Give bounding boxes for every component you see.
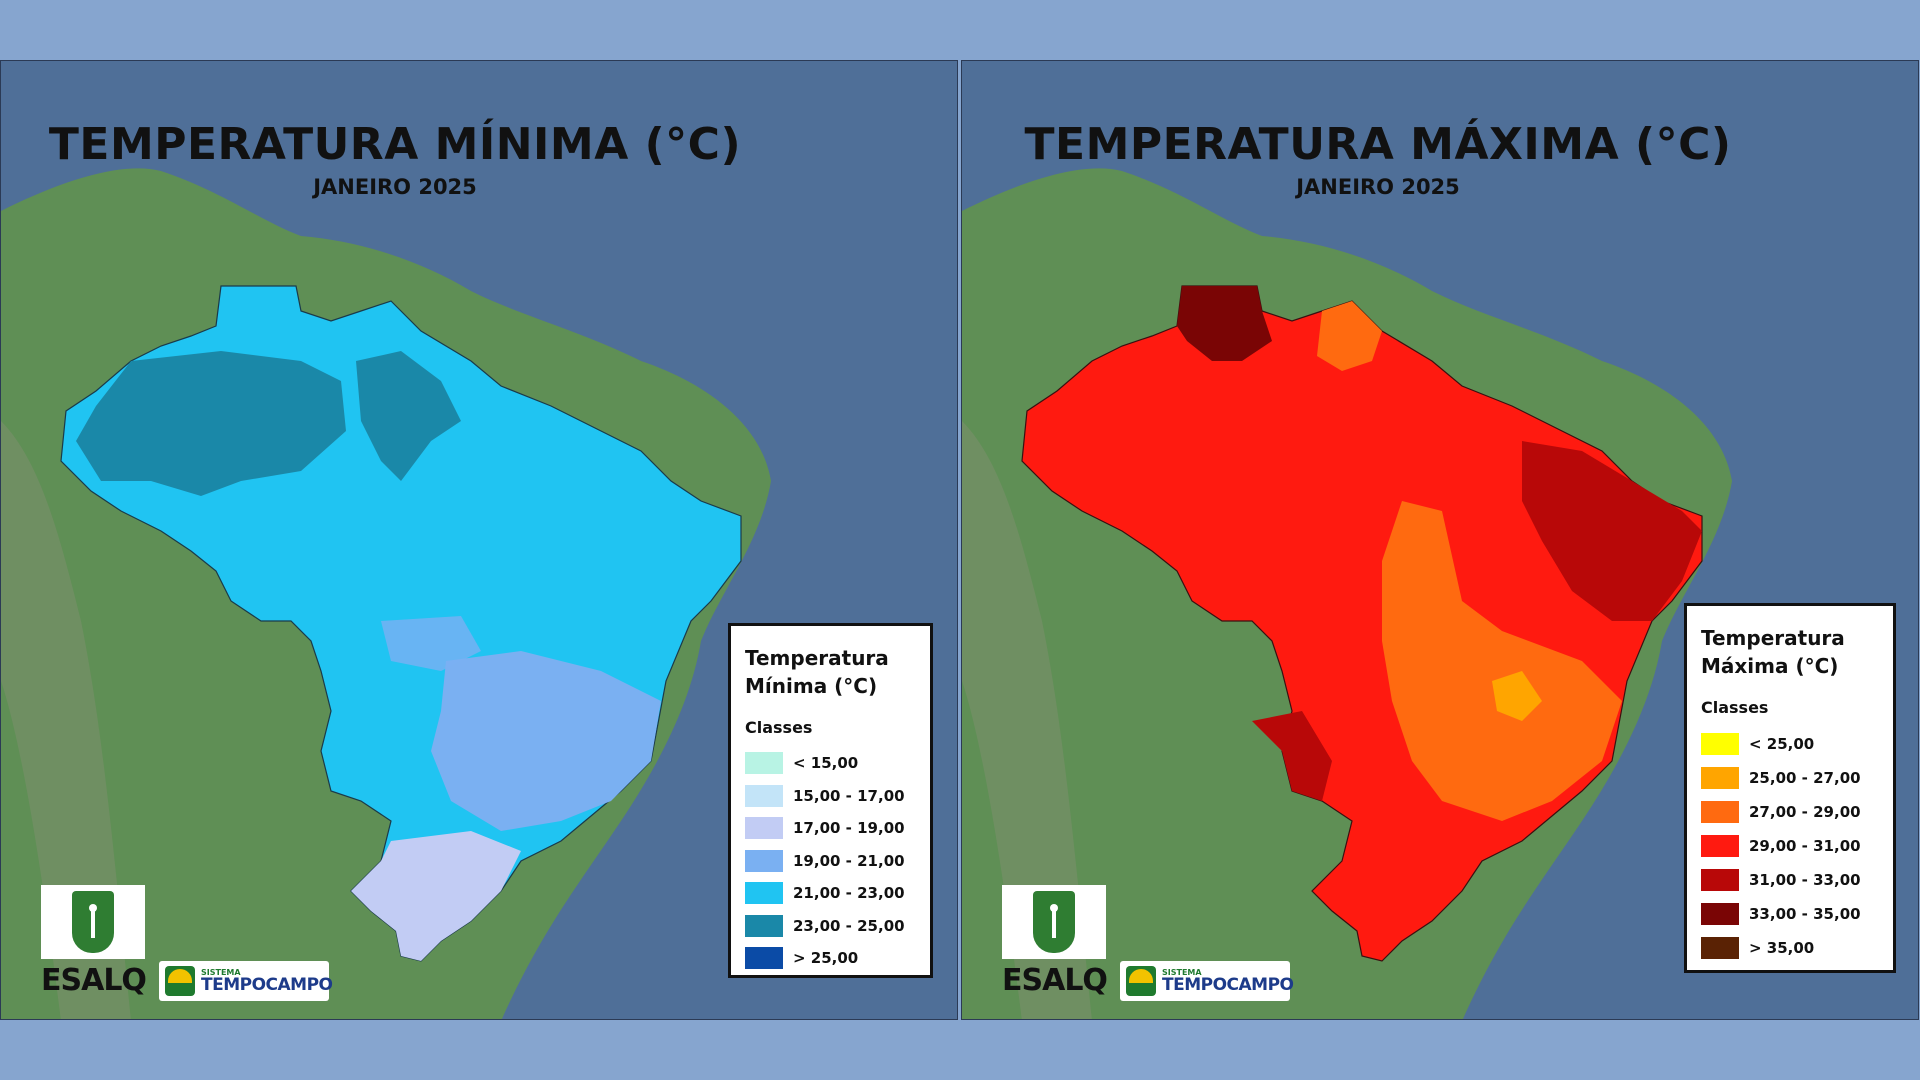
legend-title-line2: Mínima (°C) bbox=[745, 674, 878, 698]
legend-row: > 25,00 bbox=[745, 942, 916, 975]
tempo-big-text: TEMPOCAMPO bbox=[201, 974, 333, 995]
legend-row: 33,00 - 35,00 bbox=[1701, 897, 1879, 931]
min-temp-map bbox=[1, 61, 957, 1019]
map-legend: Temperatura Mínima (°C) Classes < 15,00 1… bbox=[728, 623, 933, 978]
map-title: TEMPERATURA MÁXIMA (°C) bbox=[1024, 119, 1732, 170]
max-zone-27-29-center bbox=[1382, 501, 1622, 821]
tempocampo-logo: SISTEMA TEMPOCAMPO bbox=[1120, 961, 1294, 1001]
legend-title-line1: Temperatura bbox=[745, 646, 889, 670]
legend-classes-label: Classes bbox=[1701, 698, 1769, 717]
legend-row: 15,00 - 17,00 bbox=[745, 780, 916, 813]
min-temp-map-panel: TEMPERATURA MÍNIMA (°C) JANEIRO 2025 Tem… bbox=[0, 60, 958, 1020]
max-zone-25-27-spot bbox=[1492, 671, 1542, 721]
esalq-text: ESALQ bbox=[41, 963, 147, 998]
legend-items: < 25,00 25,00 - 27,00 27,00 - 29,00 29,00 -… bbox=[1701, 727, 1879, 965]
esalq-text: ESALQ bbox=[1002, 963, 1108, 998]
legend-label: < 15,00 bbox=[793, 754, 859, 773]
legend-label: 33,00 - 35,00 bbox=[1749, 905, 1861, 923]
legend-row: < 15,00 bbox=[745, 747, 916, 780]
legend-row: 31,00 - 33,00 bbox=[1701, 863, 1879, 897]
legend-swatch bbox=[745, 882, 783, 905]
andes-ridge bbox=[962, 421, 1092, 1019]
legend-swatch bbox=[745, 817, 783, 840]
legend-row: 19,00 - 21,00 bbox=[745, 845, 916, 878]
legend-row: 21,00 - 23,00 bbox=[745, 877, 916, 910]
max-zone-31-33-northeast bbox=[1522, 441, 1702, 621]
esalq-logo: ESALQ bbox=[1002, 885, 1108, 1005]
min-zone-23-25-para bbox=[356, 351, 461, 481]
legend-label: 29,00 - 31,00 bbox=[1749, 837, 1861, 855]
map-legend: Temperatura Máxima (°C) Classes < 25,00 2… bbox=[1684, 603, 1896, 973]
legend-swatch bbox=[1701, 869, 1739, 891]
andes-ridge bbox=[1, 421, 131, 1019]
legend-label: 27,00 - 29,00 bbox=[1749, 803, 1861, 821]
legend-label: 15,00 - 17,00 bbox=[793, 786, 905, 805]
legend-label: 25,00 - 27,00 bbox=[1749, 769, 1861, 787]
legend-swatch bbox=[745, 947, 783, 970]
legend-swatch bbox=[1701, 801, 1739, 823]
legend-swatch bbox=[745, 752, 783, 775]
legend-row: 25,00 - 27,00 bbox=[1701, 761, 1879, 795]
map-title: TEMPERATURA MÍNIMA (°C) bbox=[48, 119, 742, 170]
legend-row: < 25,00 bbox=[1701, 727, 1879, 761]
legend-label: 23,00 - 25,00 bbox=[793, 916, 905, 935]
tempo-small-text: SISTEMA bbox=[1162, 967, 1202, 977]
legend-items: < 15,00 15,00 - 17,00 17,00 - 19,00 19,00 -… bbox=[745, 747, 916, 975]
legend-swatch bbox=[745, 914, 783, 937]
legend-label: 17,00 - 19,00 bbox=[793, 819, 905, 838]
legend-label: > 25,00 bbox=[793, 949, 859, 968]
max-zone-33-35-roraima bbox=[1177, 286, 1272, 361]
shield-icon bbox=[72, 891, 114, 953]
legend-row: > 35,00 bbox=[1701, 931, 1879, 965]
legend-row: 27,00 - 29,00 bbox=[1701, 795, 1879, 829]
brazil-max bbox=[1021, 285, 1703, 962]
sun-field-icon bbox=[1126, 966, 1156, 996]
max-temp-map-panel: TEMPERATURA MÁXIMA (°C) JANEIRO 2025 Tem… bbox=[961, 60, 1919, 1020]
legend-label: < 25,00 bbox=[1749, 735, 1815, 753]
esalq-logo: ESALQ bbox=[41, 885, 147, 1005]
legend-swatch bbox=[745, 784, 783, 807]
tempo-big-text: TEMPOCAMPO bbox=[1162, 974, 1294, 995]
min-zone-19-21-central bbox=[381, 616, 481, 671]
legend-swatch bbox=[1701, 767, 1739, 789]
max-zone-31-33-west bbox=[1252, 711, 1332, 801]
shield-icon bbox=[1033, 891, 1075, 953]
legend-label: 31,00 - 33,00 bbox=[1749, 871, 1861, 889]
legend-swatch bbox=[745, 849, 783, 872]
sun-field-icon bbox=[165, 966, 195, 996]
legend-label: 19,00 - 21,00 bbox=[793, 851, 905, 870]
legend-swatch bbox=[1701, 733, 1739, 755]
tempo-small-text: SISTEMA bbox=[201, 967, 241, 977]
legend-swatch bbox=[1701, 903, 1739, 925]
min-zone-17-19-south bbox=[351, 831, 521, 961]
brazil-min bbox=[60, 285, 742, 962]
legend-swatch bbox=[1701, 835, 1739, 857]
max-zone-27-29-amapa bbox=[1317, 301, 1382, 371]
min-zone-19-21-southeast bbox=[431, 651, 661, 831]
legend-classes-label: Classes bbox=[745, 718, 813, 737]
legend-label: 21,00 - 23,00 bbox=[793, 884, 905, 903]
legend-row: 29,00 - 31,00 bbox=[1701, 829, 1879, 863]
legend-title-line1: Temperatura bbox=[1701, 626, 1845, 650]
tempocampo-logo: SISTEMA TEMPOCAMPO bbox=[159, 961, 333, 1001]
map-subtitle: JANEIRO 2025 bbox=[1296, 175, 1460, 199]
legend-row: 23,00 - 25,00 bbox=[745, 910, 916, 943]
max-temp-map bbox=[962, 61, 1918, 1019]
map-subtitle: JANEIRO 2025 bbox=[313, 175, 477, 199]
legend-title-line2: Máxima (°C) bbox=[1701, 654, 1839, 678]
legend-swatch bbox=[1701, 937, 1739, 959]
min-zone-23-25-north bbox=[76, 351, 346, 496]
legend-row: 17,00 - 19,00 bbox=[745, 812, 916, 845]
legend-label: > 35,00 bbox=[1749, 939, 1815, 957]
